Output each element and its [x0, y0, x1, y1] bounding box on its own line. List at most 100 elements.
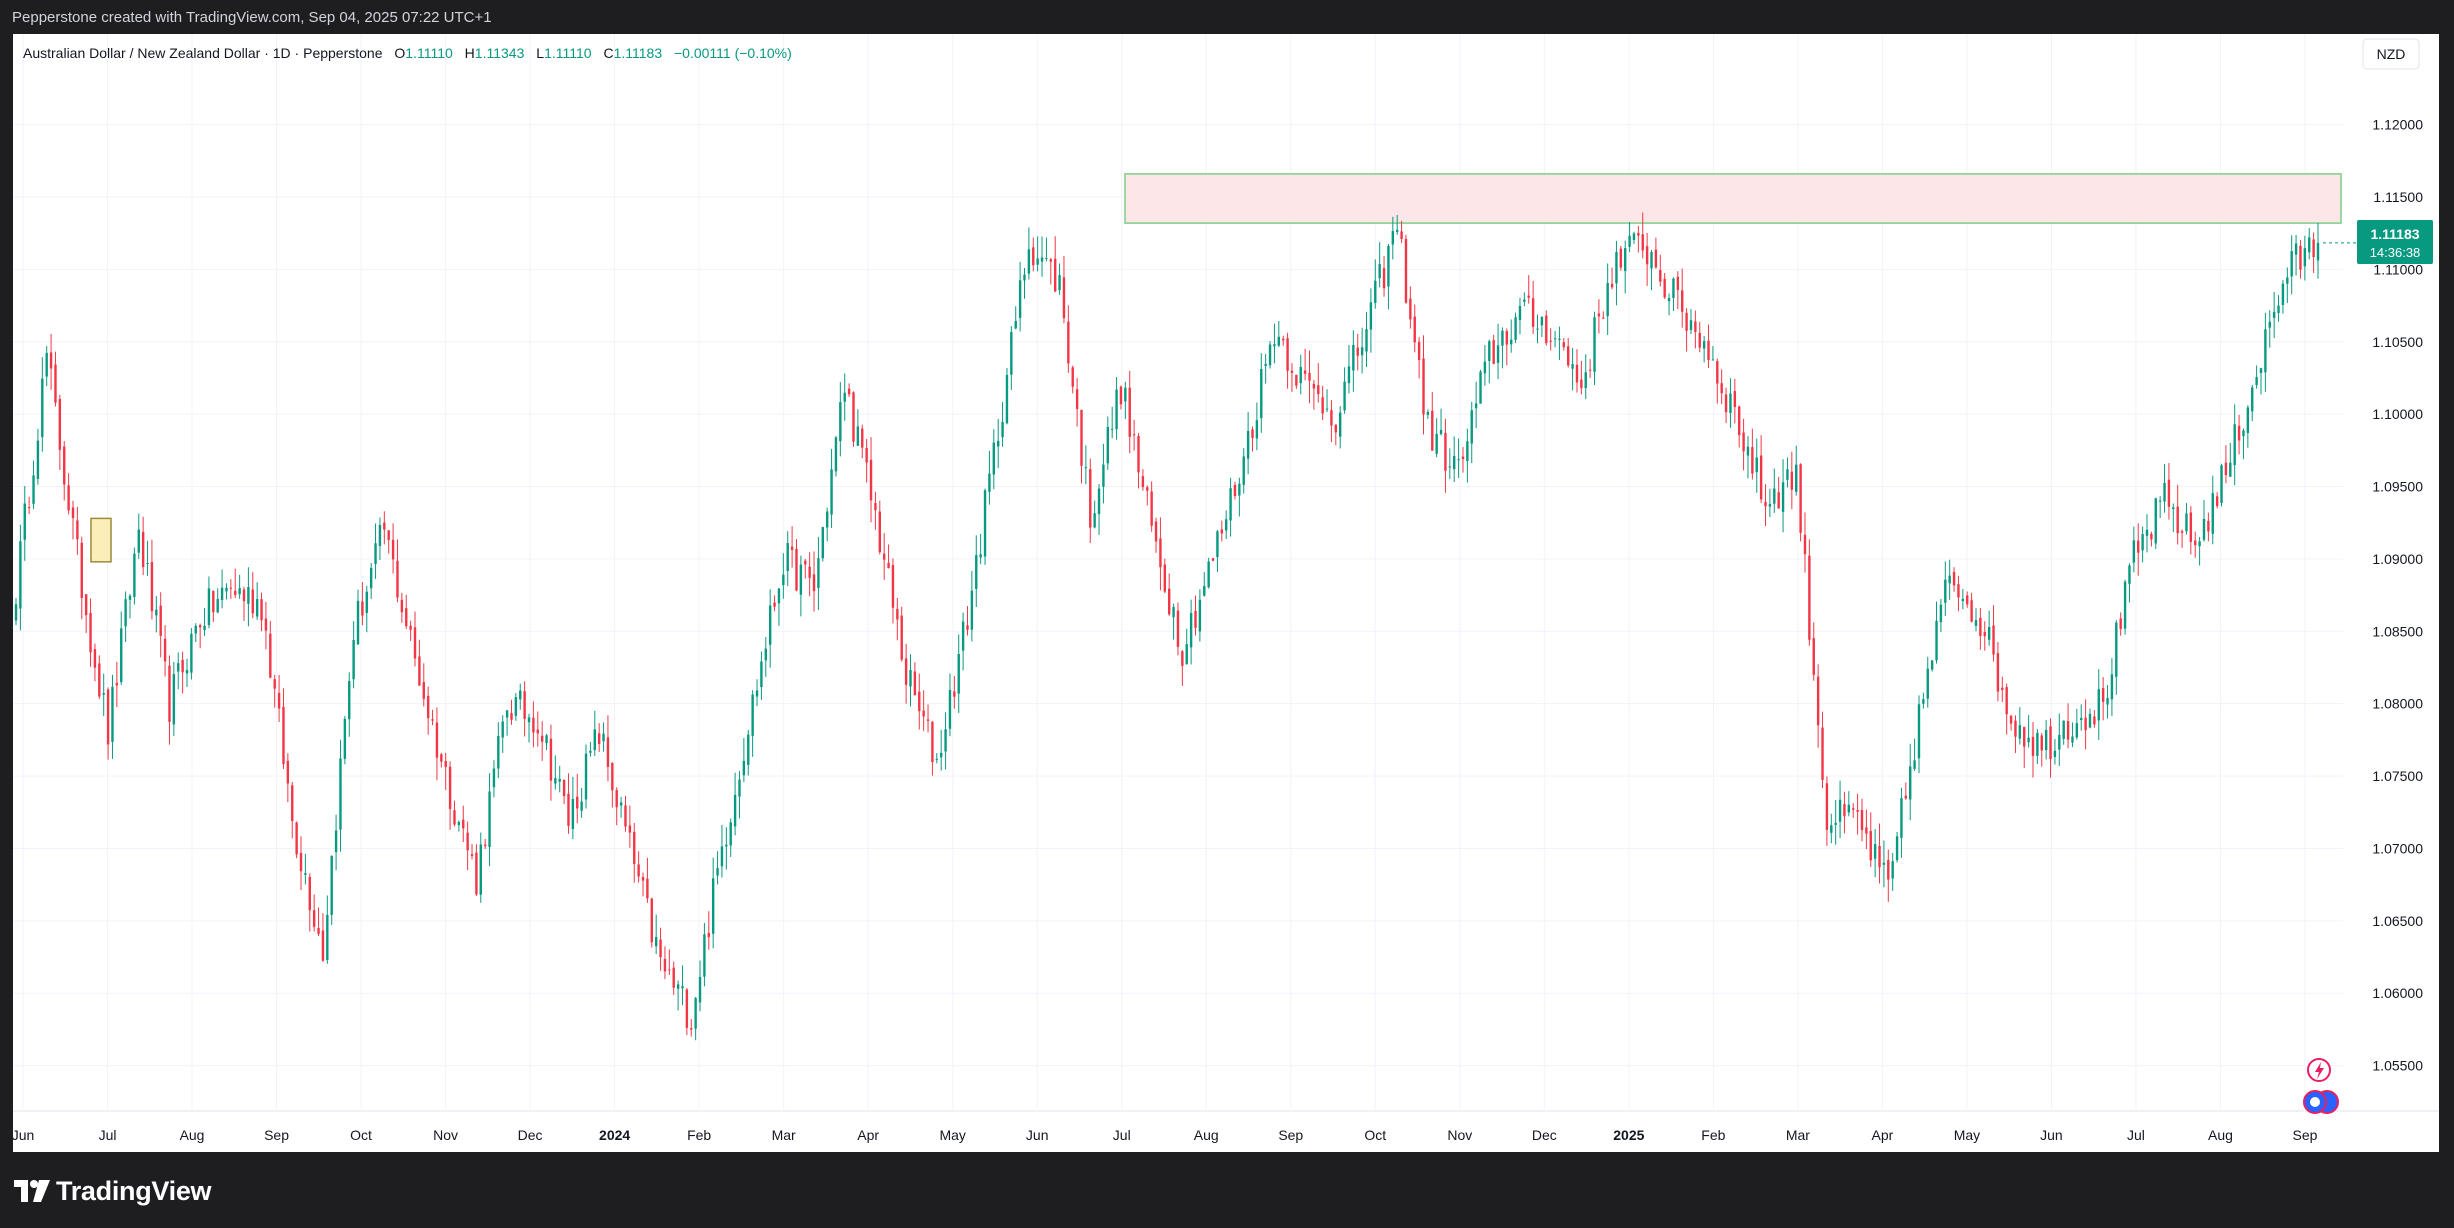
candle-body	[159, 605, 162, 636]
candle-body	[523, 691, 526, 719]
candle-body	[1032, 247, 1035, 266]
candle-body	[637, 864, 640, 877]
candle-body	[742, 760, 746, 776]
candle-body	[2119, 618, 2122, 629]
candle-body	[1290, 370, 1294, 373]
candle-body	[1124, 387, 1127, 402]
candle-body	[1431, 410, 1434, 451]
candle-body	[1821, 727, 1824, 780]
candle-body	[1641, 234, 1644, 251]
candle-body	[786, 543, 789, 572]
candle-body	[1255, 420, 1259, 439]
candle-body	[1773, 488, 1776, 504]
candle-body	[615, 790, 618, 808]
tradingview-logo-icon	[14, 1180, 50, 1202]
candle-body	[277, 692, 281, 709]
candle-body	[2132, 540, 2136, 563]
candle-body	[269, 633, 272, 678]
candle-body	[2255, 377, 2258, 386]
currency-button-label[interactable]: NZD	[2377, 46, 2406, 62]
candle-body	[606, 737, 610, 767]
candle-body	[1610, 283, 1614, 288]
candle-body	[2005, 687, 2008, 715]
candle-body	[1698, 332, 1701, 348]
candle-body	[1667, 298, 1671, 302]
candle-body	[1812, 638, 1815, 675]
last-price-value: 1.11183	[2370, 226, 2419, 242]
candle-body	[992, 442, 996, 475]
candle-body	[1865, 827, 1868, 834]
close-label: C	[603, 45, 613, 61]
candle-body	[1299, 366, 1302, 384]
candle-body	[260, 599, 263, 621]
currency-button[interactable]: NZD	[2362, 38, 2420, 70]
resistance-zone[interactable]	[1124, 173, 2342, 224]
candle-body	[834, 437, 838, 472]
candle-body	[1325, 408, 1329, 410]
candle-body	[567, 793, 570, 826]
price-axis[interactable]: 1.12000 1.11500 1.11000 1.10500 1.10000 1.095…	[2372, 117, 2423, 1074]
candle-body	[1597, 313, 1601, 317]
candle-body	[45, 352, 48, 377]
candle-body	[1624, 248, 1627, 272]
candle-body	[2049, 726, 2052, 760]
time-axis[interactable]: Jun Jul Aug Sep Oct Nov Dec 2024 Feb Mar Apr May Jun…	[13, 1110, 2439, 1143]
candle-body	[89, 612, 92, 653]
candle-body	[1391, 231, 1395, 245]
candle-body	[168, 665, 171, 722]
candle-body	[2145, 529, 2149, 536]
tradingview-brand-text: TradingView	[56, 1175, 212, 1206]
candle-body	[1387, 245, 1390, 287]
candle-body	[2259, 368, 2263, 374]
tradingview-logo[interactable]: TradingView	[14, 1175, 212, 1206]
candle-body	[1878, 845, 1881, 868]
candle-body	[1273, 344, 1276, 347]
candle-body	[1457, 459, 1460, 461]
candle-body	[431, 719, 434, 721]
candle-body	[1909, 766, 1912, 800]
candle-body	[102, 693, 105, 695]
flag-events-icon[interactable]	[2303, 1090, 2339, 1114]
candle-body	[2272, 311, 2276, 318]
candle-body	[1211, 558, 1215, 561]
candle-body	[707, 932, 710, 938]
candle-body	[698, 977, 702, 1003]
currency-button-bg[interactable]	[2362, 38, 2420, 70]
candle-body	[1027, 249, 1031, 274]
price-chart[interactable]: 1.12000 1.11500 1.11000 1.10500 1.10000 1.095…	[13, 34, 2439, 1152]
time-tick-label: Aug	[180, 1127, 205, 1143]
candle-body	[1523, 299, 1526, 302]
candles	[14, 212, 2320, 1041]
candle-body	[676, 984, 680, 989]
candle-body	[444, 760, 447, 768]
candle-body	[1720, 383, 1723, 394]
candle-body	[1141, 476, 1145, 488]
candle-body	[2088, 713, 2092, 728]
highlight-box[interactable]	[90, 517, 112, 563]
candle-body	[1742, 432, 1745, 452]
candle-body	[1330, 410, 1333, 426]
top-caption-bar: Pepperstone created with TradingView.com…	[0, 0, 2454, 34]
candle-body	[1957, 584, 1960, 598]
symbol-legend: Australian Dollar / New Zealand Dollar ·…	[23, 45, 792, 61]
candle-body	[1409, 298, 1412, 320]
candle-body	[312, 910, 316, 927]
candle-body	[1944, 579, 1947, 603]
candle-body	[1922, 699, 1925, 704]
low-label: L	[536, 45, 544, 61]
candle-body	[1128, 387, 1131, 437]
candle-body	[966, 625, 969, 630]
candle-body	[1277, 336, 1281, 346]
candle-body	[1856, 810, 1859, 812]
candle-body	[747, 734, 750, 765]
candle-body	[1369, 302, 1373, 330]
chart-panel[interactable]: 1.12000 1.11500 1.11000 1.10500 1.10000 1.095…	[13, 34, 2439, 1152]
candle-body	[2251, 387, 2254, 412]
alert-lightning-icon[interactable]	[2307, 1058, 2331, 1082]
candle-body	[1983, 632, 1986, 637]
candle-body	[961, 621, 965, 651]
candle-body	[1838, 799, 1842, 822]
candle-body	[874, 503, 877, 511]
candle-body	[1242, 456, 1245, 485]
candle-body	[291, 785, 294, 822]
